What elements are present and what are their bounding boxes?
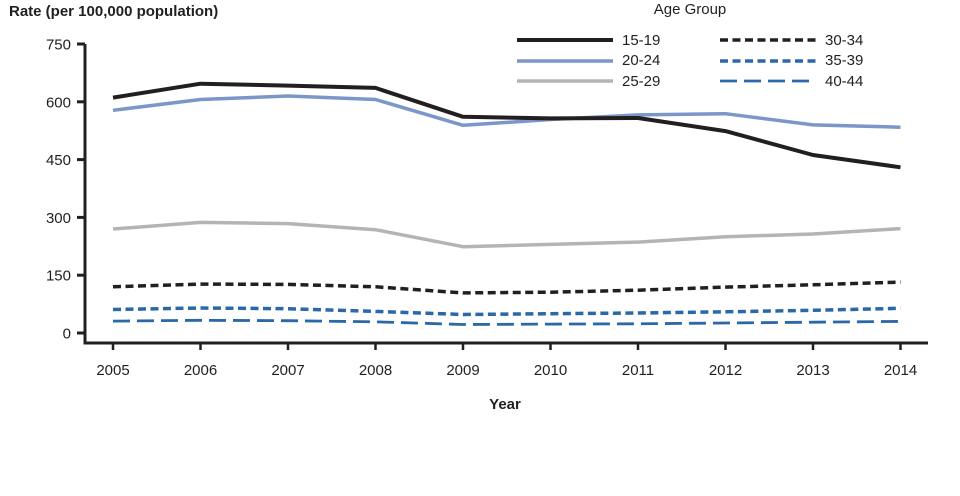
legend-swatch-40-44 bbox=[720, 79, 816, 83]
x-tick-label: 2010 bbox=[534, 362, 567, 379]
legend-item-30-34: 30-34 bbox=[720, 30, 863, 51]
x-axis-title: Year bbox=[489, 396, 521, 413]
legend-label: 20-24 bbox=[622, 52, 661, 70]
legend-swatch-25-29 bbox=[517, 79, 613, 83]
x-tick-label: 2013 bbox=[796, 362, 829, 379]
series-line-20-24 bbox=[112, 94, 901, 129]
y-tick-label: 750 bbox=[46, 37, 71, 54]
legend-swatch-35-39 bbox=[720, 59, 816, 63]
y-tick-label: 600 bbox=[46, 94, 71, 111]
x-tick-label: 2008 bbox=[359, 362, 392, 379]
x-tick-label: 2006 bbox=[184, 362, 217, 379]
y-axis-title: Rate (per 100,000 population) bbox=[9, 3, 219, 20]
series-line-40-44 bbox=[112, 318, 901, 326]
y-tick-label: 300 bbox=[46, 210, 71, 227]
legend-swatch-15-19 bbox=[517, 38, 613, 43]
series-line-25-29 bbox=[112, 220, 901, 249]
legend-item-15-19: 15-19 bbox=[517, 30, 660, 51]
series-line-35-39 bbox=[112, 306, 901, 317]
legend-column-1: 15-19 20-24 25-29 bbox=[517, 30, 660, 92]
x-tick-label: 2014 bbox=[884, 362, 917, 379]
y-tick-label: 150 bbox=[46, 268, 71, 285]
x-tick-label: 2011 bbox=[622, 362, 654, 379]
legend-swatch-20-24 bbox=[517, 59, 613, 63]
legend-column-2: 30-34 35-39 40-44 bbox=[720, 30, 863, 92]
series-line-15-19 bbox=[112, 81, 901, 170]
x-tick-label: 2007 bbox=[271, 362, 304, 379]
legend-label: 40-44 bbox=[825, 72, 864, 90]
y-tick-label: 450 bbox=[46, 152, 71, 169]
legend-item-25-29: 25-29 bbox=[517, 71, 660, 92]
legend-swatch-30-34 bbox=[720, 38, 816, 42]
legend-title: Age Group bbox=[653, 1, 727, 18]
x-tick-label: 2009 bbox=[446, 362, 479, 379]
legend-label: 30-34 bbox=[825, 31, 864, 49]
series-line-30-34 bbox=[112, 280, 901, 295]
legend-label: 35-39 bbox=[825, 52, 864, 70]
legend-item-40-44: 40-44 bbox=[720, 71, 863, 92]
legend-label: 25-29 bbox=[622, 72, 661, 90]
legend-item-20-24: 20-24 bbox=[517, 51, 660, 72]
x-tick-label: 2005 bbox=[96, 362, 129, 379]
axes bbox=[83, 44, 928, 345]
legend-label: 15-19 bbox=[622, 31, 661, 49]
x-tick-label: 2012 bbox=[709, 362, 742, 379]
legend-item-35-39: 35-39 bbox=[720, 51, 863, 72]
y-tick-label: 0 bbox=[63, 326, 71, 343]
